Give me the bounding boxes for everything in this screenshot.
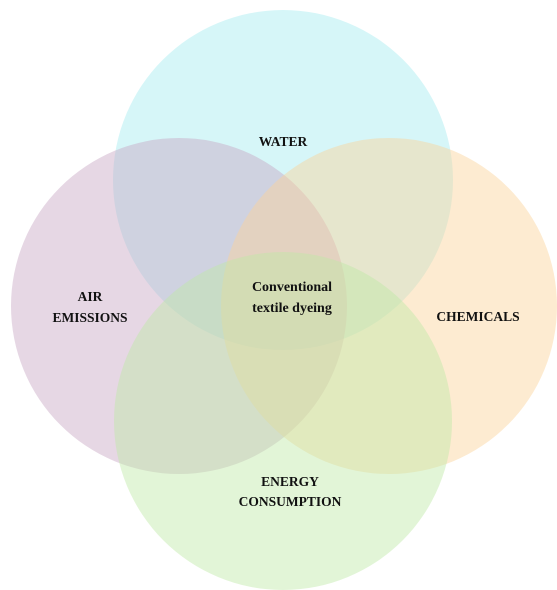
chemicals-label: CHEMICALS <box>436 309 519 324</box>
water-circle <box>113 10 453 350</box>
water-label: WATER <box>259 134 308 149</box>
energy-circle <box>114 252 452 590</box>
air-emissions-label: AIR <box>78 289 103 304</box>
center-label: textile dyeing <box>252 301 332 316</box>
air-emissions-label: EMISSIONS <box>52 310 127 325</box>
center-label: Conventional <box>252 280 332 295</box>
energy-label: ENERGY <box>261 474 319 489</box>
air-emissions-circle <box>11 138 347 474</box>
chemicals-circle <box>221 138 557 474</box>
energy-label: CONSUMPTION <box>239 494 342 509</box>
